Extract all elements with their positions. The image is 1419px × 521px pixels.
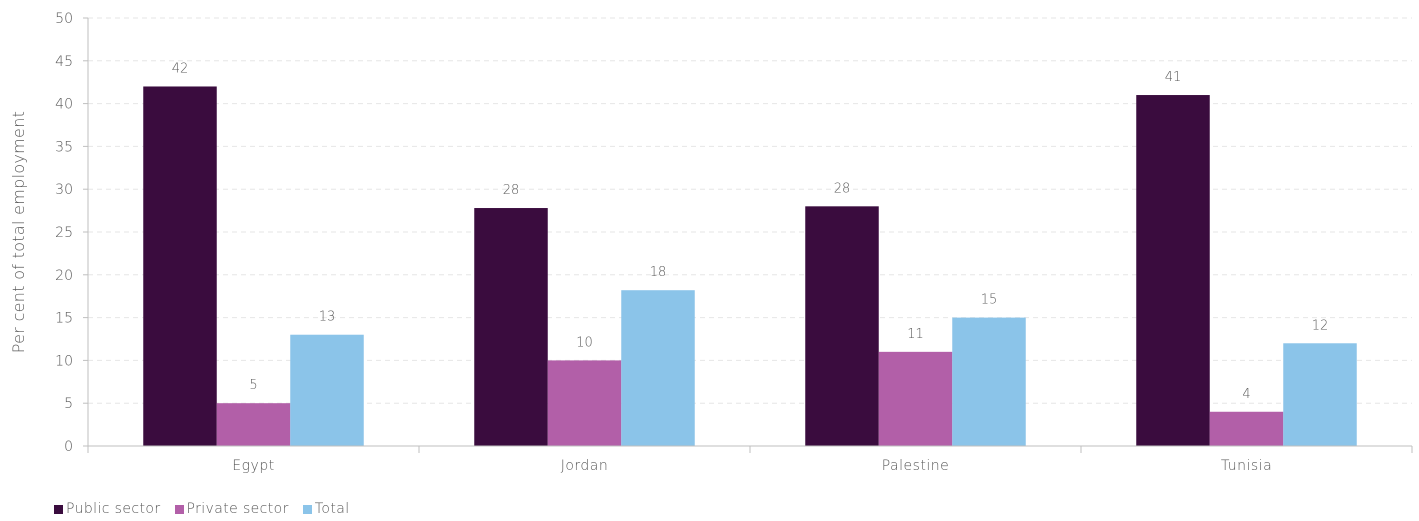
legend-item: Total: [302, 501, 350, 517]
y-tick-label: 0: [64, 439, 73, 455]
y-tick-label: 40: [55, 97, 73, 113]
data-label: 15: [981, 293, 998, 308]
y-tick-label: 25: [55, 225, 73, 241]
y-tick-label: 15: [55, 311, 73, 327]
bar-private-sector-palestine: [878, 351, 953, 446]
legend-item: Public sector: [54, 501, 161, 517]
legend: Public sector Private sector Total: [54, 501, 349, 517]
data-label: 28: [834, 181, 851, 196]
x-tick-label: Tunisia: [1221, 458, 1272, 474]
bars: [143, 86, 1357, 446]
data-label: 42: [172, 61, 189, 76]
data-label: 18: [650, 265, 667, 280]
data-label: 12: [1312, 318, 1329, 333]
bar-private-sector-jordan: [547, 360, 622, 446]
x-tick-label: Egypt: [232, 458, 274, 474]
legend-swatch: [302, 504, 312, 514]
x-tick-label: Jordan: [561, 458, 609, 474]
data-label: 28: [503, 183, 520, 198]
y-tick-label: 20: [55, 268, 73, 284]
legend-swatch: [54, 504, 63, 514]
legend-label: Private sector: [186, 501, 289, 517]
data-label: 41: [1165, 70, 1182, 85]
y-axis-title: Per cent of total employment: [9, 111, 28, 353]
y-axis-ticks: 0 5 10 15 20 25 30 35 40 45 50: [55, 11, 89, 455]
data-label: 11: [907, 327, 924, 342]
data-label: 5: [249, 378, 257, 393]
legend-label: Total: [314, 501, 350, 517]
bar-total-palestine: [952, 317, 1026, 446]
data-labels: 42 5 13 28 10 18 28 11 15 41 4 12: [172, 61, 1329, 401]
bar-private-sector-egypt: [216, 403, 291, 446]
bar-private-sector-tunisia: [1209, 411, 1284, 446]
bar-total-egypt: [290, 334, 364, 446]
data-label: 13: [319, 310, 336, 325]
bar-public-sector-tunisia: [1136, 95, 1210, 446]
bar-total-tunisia: [1283, 343, 1357, 446]
legend-item: Private sector: [174, 501, 289, 517]
bar-public-sector-egypt: [143, 86, 217, 446]
y-tick-label: 50: [55, 11, 73, 27]
legend-swatch: [174, 504, 184, 514]
y-tick-label: 35: [55, 139, 73, 155]
y-tick-label: 45: [55, 54, 73, 70]
legend-label: Public sector: [66, 501, 161, 517]
bar-public-sector-jordan: [474, 208, 548, 446]
bar-total-jordan: [621, 290, 695, 446]
gridlines: [88, 17, 1412, 404]
data-label: 10: [576, 335, 593, 350]
x-tick-label: Palestine: [882, 458, 950, 474]
y-tick-label: 10: [55, 353, 73, 369]
x-axis: Egypt Jordan Palestine Tunisia: [87, 445, 1413, 474]
y-tick-label: 30: [55, 182, 73, 198]
y-tick-label: 5: [64, 396, 73, 412]
bar-public-sector-palestine: [805, 206, 879, 446]
data-label: 4: [1242, 387, 1250, 402]
